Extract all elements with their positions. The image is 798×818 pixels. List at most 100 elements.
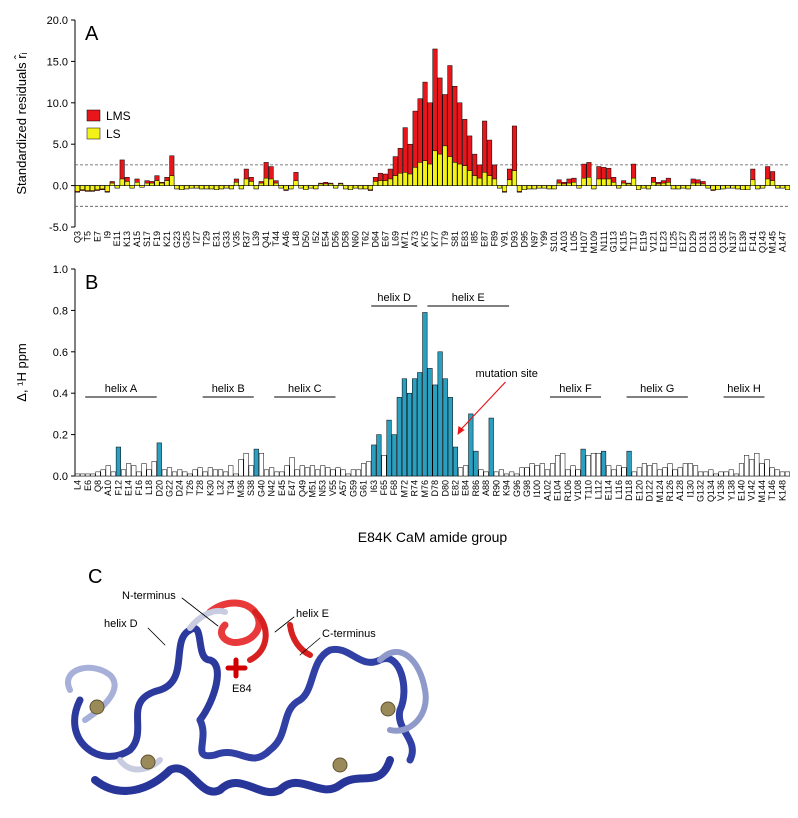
bar bbox=[631, 177, 637, 186]
x-tick-label: R86 bbox=[471, 480, 481, 497]
calcium-ion bbox=[140, 754, 156, 770]
bar bbox=[105, 465, 111, 477]
x-tick-label: R37 bbox=[241, 231, 251, 248]
panel-letter: C bbox=[88, 566, 102, 588]
x-tick-label: M71 bbox=[400, 231, 410, 249]
bar bbox=[769, 467, 775, 477]
bar bbox=[110, 471, 116, 477]
structure-label: N-terminus bbox=[122, 590, 176, 602]
x-tick-label: Q8 bbox=[93, 480, 103, 492]
bar bbox=[309, 465, 316, 477]
x-tick-label: V136 bbox=[716, 480, 726, 501]
bar bbox=[509, 471, 515, 477]
x-tick-label: I63 bbox=[369, 480, 379, 493]
bar bbox=[338, 183, 344, 186]
x-tick-label: H107 bbox=[579, 231, 589, 253]
bar bbox=[703, 471, 709, 477]
x-tick-label: L18 bbox=[144, 480, 154, 495]
x-tick-label: K94 bbox=[502, 480, 512, 496]
bar bbox=[581, 177, 587, 186]
y-tick-label: 0.4 bbox=[53, 388, 68, 400]
structure-label: E84 bbox=[232, 683, 252, 695]
x-tick-label: V55 bbox=[328, 480, 338, 496]
x-tick-label: T117 bbox=[629, 231, 639, 251]
bar bbox=[705, 185, 711, 189]
bar bbox=[362, 185, 368, 190]
bar bbox=[223, 185, 229, 189]
bar bbox=[611, 182, 617, 186]
bar bbox=[765, 178, 771, 186]
bar bbox=[571, 182, 577, 186]
residue-sticks bbox=[225, 657, 248, 679]
x-tick-label: E83 bbox=[460, 231, 470, 247]
protein-tube bbox=[91, 756, 394, 796]
protein-tube bbox=[247, 609, 313, 663]
bar bbox=[177, 469, 183, 477]
bar bbox=[596, 178, 602, 186]
bar bbox=[718, 471, 724, 477]
x-tick-label: D131 bbox=[698, 231, 708, 253]
bar bbox=[698, 471, 704, 477]
bar bbox=[169, 175, 175, 186]
bar bbox=[511, 170, 517, 186]
protein-tube bbox=[196, 645, 416, 764]
bar bbox=[214, 185, 219, 190]
bar bbox=[119, 178, 125, 186]
x-tick-label: M124 bbox=[655, 480, 665, 503]
bar bbox=[382, 180, 388, 186]
bar bbox=[514, 473, 520, 477]
bar bbox=[690, 182, 696, 186]
bar bbox=[279, 471, 285, 477]
x-tick-label: V91 bbox=[499, 231, 509, 247]
bar bbox=[318, 183, 324, 186]
bar bbox=[539, 463, 545, 477]
bar bbox=[248, 465, 254, 477]
x-tick-label: E6 bbox=[83, 480, 93, 491]
bar bbox=[536, 185, 542, 189]
bar bbox=[228, 185, 234, 190]
x-tick-label: T26 bbox=[185, 480, 195, 496]
bar bbox=[432, 150, 438, 186]
bar bbox=[387, 178, 393, 186]
bar bbox=[636, 185, 642, 190]
bar bbox=[680, 185, 686, 189]
bar bbox=[551, 185, 557, 190]
x-tick-label: G61 bbox=[359, 480, 369, 497]
bar bbox=[556, 182, 562, 186]
bar bbox=[343, 185, 349, 190]
bar bbox=[498, 469, 504, 477]
bar bbox=[687, 463, 693, 477]
x-tick-label: L105 bbox=[569, 231, 579, 251]
x-tick-label: G96 bbox=[512, 480, 522, 497]
bar bbox=[541, 185, 547, 189]
bar bbox=[294, 469, 300, 477]
bar bbox=[330, 469, 336, 477]
bar bbox=[713, 473, 719, 477]
bar bbox=[269, 467, 275, 477]
bar bbox=[427, 163, 433, 186]
bar bbox=[202, 471, 208, 477]
bar bbox=[367, 185, 373, 190]
bar bbox=[488, 417, 494, 477]
helix-label: helix B bbox=[212, 383, 245, 395]
x-tick-label: T146 bbox=[767, 480, 777, 501]
bar bbox=[437, 351, 443, 477]
bar bbox=[657, 469, 663, 477]
bar bbox=[308, 185, 314, 189]
x-tick-label: I52 bbox=[311, 231, 321, 244]
bar bbox=[84, 185, 90, 191]
x-tick-label: N60 bbox=[351, 231, 361, 248]
bar bbox=[534, 465, 540, 477]
bar bbox=[670, 185, 676, 190]
bar bbox=[682, 463, 688, 477]
x-tick-label: R126 bbox=[665, 480, 675, 502]
bar bbox=[199, 185, 205, 190]
bar bbox=[109, 182, 115, 186]
bar bbox=[115, 446, 121, 477]
bar bbox=[650, 182, 656, 186]
x-tick-label: S17 bbox=[142, 231, 152, 247]
x-tick-label: M145 bbox=[768, 231, 778, 254]
x-tick-label: A128 bbox=[675, 480, 685, 501]
helix-label: helix G bbox=[640, 383, 674, 395]
leader-line bbox=[147, 597, 321, 656]
